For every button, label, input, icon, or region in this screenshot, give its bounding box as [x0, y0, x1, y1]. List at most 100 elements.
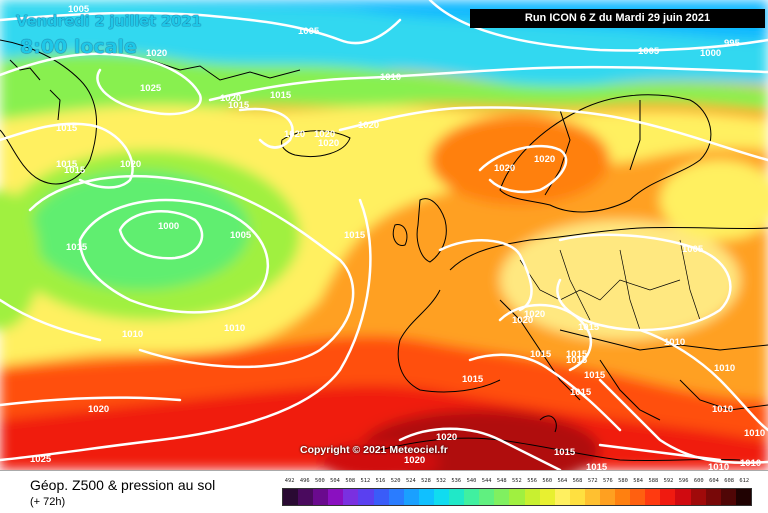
footer-title: Géop. Z500 & pression au sol [30, 477, 216, 493]
legend-swatch [373, 489, 389, 505]
isobar-label: 1020 [512, 315, 533, 326]
local-time: 8:00 locale [20, 36, 137, 58]
legend-label: 496 [299, 478, 310, 484]
legend-label: 532 [436, 478, 447, 484]
isobar-label: 1020 [284, 129, 305, 140]
isobar-label: 1005 [298, 26, 320, 37]
isobar-label: 1020 [314, 129, 335, 140]
legend-swatch [645, 489, 661, 505]
legend-swatch [630, 489, 646, 505]
legend-swatch [735, 489, 751, 505]
legend-swatch [358, 489, 374, 505]
legend-label: 604 [709, 478, 719, 484]
valid-date: Vendredi 2 juillet 2021 [16, 12, 202, 30]
isobar-label: 1005 [638, 46, 660, 57]
legend-swatch [720, 489, 736, 505]
legend-label: 580 [618, 478, 628, 484]
isobar-label: 1020 [220, 93, 241, 104]
legend-label: 600 [693, 478, 704, 484]
isobar-label: 1010 [708, 462, 729, 470]
isobar-label: 1025 [140, 83, 162, 94]
legend-label: 516 [375, 478, 386, 484]
isobar-label: 1010 [224, 323, 245, 334]
isobar-label: 995 [724, 38, 741, 49]
legend-label: 572 [587, 478, 598, 484]
isobar-label: 1015 [56, 123, 78, 134]
isobar-label: 1015 [66, 242, 88, 253]
legend-label: 568 [572, 478, 583, 484]
legend-swatch [675, 489, 691, 505]
isobar-label: 1015 [566, 355, 588, 366]
isobar-label: 1015 [64, 165, 86, 176]
legend-label: 548 [496, 478, 507, 484]
isobar-label: 1020 [436, 432, 457, 443]
isobar-label: 1020 [120, 159, 141, 170]
weather-map: 1005 1005 1020 1005 1000 995 1025 1010 1020 1015 1… [0, 0, 768, 470]
isobar-label: 1005 [68, 4, 90, 15]
isobar-label: 1015 [566, 349, 588, 360]
legend-label: 588 [648, 478, 659, 484]
legend-swatch [705, 489, 721, 505]
isobar-label: 1010 [380, 72, 401, 83]
legend-swatch [313, 489, 329, 505]
legend-swatch [418, 489, 434, 505]
footer-bar: Géop. Z500 & pression au sol (+ 72h) 492… [0, 470, 768, 513]
run-info: Run ICON 6 Z du Mardi 29 juin 2021 [470, 9, 765, 28]
legend-label: 504 [330, 478, 340, 484]
isobar-label: 1020 [146, 48, 167, 59]
legend-swatch [554, 489, 570, 505]
legend-swatch [298, 489, 314, 505]
legend-swatch [479, 489, 495, 505]
isobar-label: 1010 [122, 329, 143, 340]
isobar-label: 1015 [554, 447, 576, 458]
legend-label: 552 [512, 478, 522, 484]
isobar-label: 1010 [744, 428, 765, 439]
legend-swatch [569, 489, 585, 505]
legend-swatch [328, 489, 344, 505]
legend-label: 608 [724, 478, 734, 484]
legend-label: 560 [542, 478, 553, 484]
isobar-label: 1000 [700, 48, 721, 59]
isobar-label: 1025 [30, 454, 52, 465]
legend-swatch [449, 489, 465, 505]
legend-label: 596 [678, 478, 689, 484]
isobar-label: 1010 [712, 404, 733, 415]
legend-label: 564 [557, 478, 568, 484]
legend-swatch [494, 489, 510, 505]
isobar-label: 1020 [534, 154, 555, 165]
legend-label: 520 [390, 478, 401, 484]
legend-swatch [403, 489, 419, 505]
legend-swatch [599, 489, 616, 505]
legend-label: 500 [315, 478, 325, 484]
legend-label: 540 [466, 478, 477, 484]
isobar-label: 1000 [158, 221, 179, 232]
legend-label: 592 [663, 478, 674, 484]
isobars [0, 0, 768, 470]
legend-labels: 492 496 500 504 508 512 516 520 524 528 532 536 540 5… [282, 475, 752, 487]
legend-label: 524 [405, 478, 416, 484]
legend-swatch [343, 489, 359, 505]
legend-swatch [524, 489, 540, 505]
isobar-label: 1015 [56, 159, 78, 170]
legend-label: 612 [739, 478, 750, 484]
legend-label: 576 [602, 478, 613, 484]
legend-label: 556 [527, 478, 537, 484]
legend-swatch [464, 489, 480, 505]
forecast-offset: (+ 72h) [30, 496, 66, 508]
legend-swatch [509, 489, 525, 505]
legend-swatches [282, 488, 752, 506]
isobar-label: 1015 [228, 100, 250, 111]
isobar-label: 1020 [404, 455, 425, 466]
legend-swatch [388, 489, 404, 505]
legend-label: 528 [421, 478, 431, 484]
legend-swatch [584, 489, 600, 505]
isobar-label: 1020 [358, 120, 379, 131]
legend-label: 492 [284, 478, 295, 484]
isobar-label: 1020 [88, 404, 109, 415]
isobar-label: 1015 [584, 370, 606, 381]
isobar-label: 1005 [230, 230, 252, 241]
legend-swatch [539, 489, 555, 505]
